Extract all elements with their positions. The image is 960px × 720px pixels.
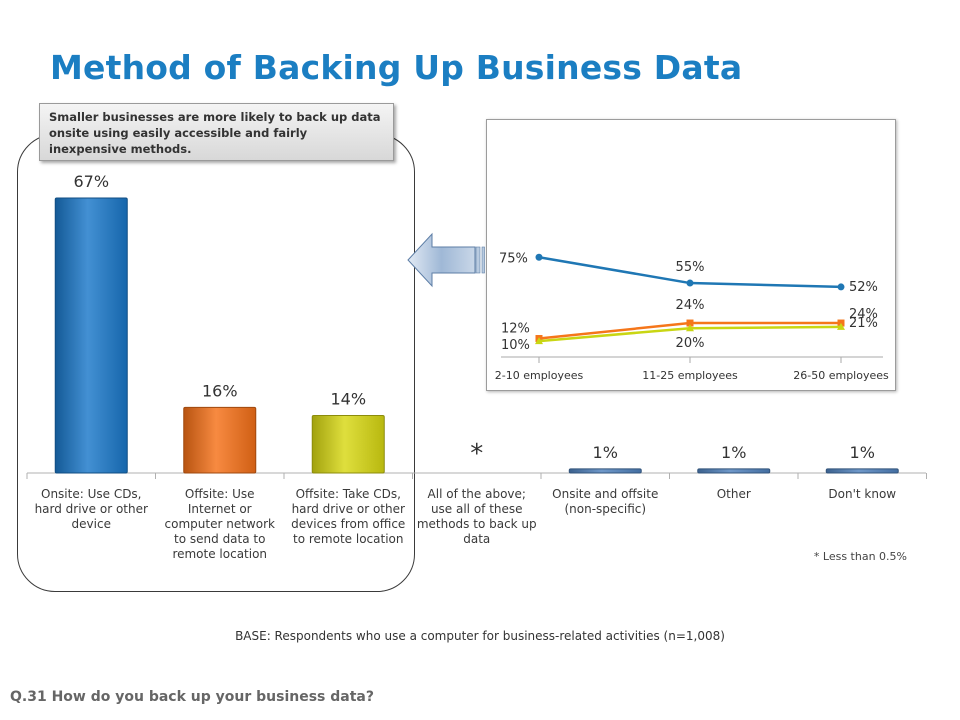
employee-size-line-chart: 2-10 employees 11-25 employees 26-50 emplo… xyxy=(495,251,889,382)
point-value-label: 55% xyxy=(676,260,705,275)
category-label: Don't know xyxy=(828,487,896,501)
data-point xyxy=(686,324,694,332)
bar-value-label: 1% xyxy=(593,443,618,462)
bar xyxy=(183,406,257,474)
point-value-label: 21% xyxy=(849,316,878,331)
category-label: Other xyxy=(717,487,751,501)
category-label: Onsite and offsite (non-specific) xyxy=(552,487,658,516)
point-value-label: 20% xyxy=(676,336,705,351)
bar xyxy=(825,468,899,474)
connector-arrow xyxy=(407,232,485,288)
bar-value-label: 14% xyxy=(330,390,366,409)
survey-question: Q.31 How do you back up your business da… xyxy=(10,689,374,705)
bar-value-label: 1% xyxy=(850,443,875,462)
inset-category-label: 2-10 employees xyxy=(495,369,584,382)
point-value-label: 75% xyxy=(499,251,528,266)
point-value-label: 12% xyxy=(501,322,530,337)
insight-callout: Smaller businesses are more likely to ba… xyxy=(39,103,394,161)
data-point xyxy=(837,283,845,291)
employee-size-inset: 2-10 employees 11-25 employees 26-50 emplo… xyxy=(486,119,896,391)
bar-value-label: * xyxy=(470,439,483,469)
base-note: BASE: Respondents who use a computer for… xyxy=(235,629,725,643)
point-value-label: 24% xyxy=(849,307,878,322)
inset-category-label: 11-25 employees xyxy=(642,369,738,382)
point-value-label: 10% xyxy=(501,338,530,353)
footnote: * Less than 0.5% xyxy=(813,550,907,563)
data-point xyxy=(837,322,845,330)
category-label: All of the above; use all of these methods… xyxy=(417,487,537,546)
bar-value-label: 1% xyxy=(721,443,746,462)
bar xyxy=(568,468,642,474)
data-point xyxy=(535,337,543,345)
bar-value-label: 16% xyxy=(202,381,238,400)
point-value-label: 52% xyxy=(849,280,878,295)
data-point xyxy=(535,253,543,261)
bar-value-label: 67% xyxy=(73,172,109,191)
category-label: Onsite: Use CDs, hard drive or other devic… xyxy=(35,487,148,531)
data-point xyxy=(686,319,694,327)
category-label: Offsite: Use Internet or computer network t… xyxy=(165,487,275,561)
bar xyxy=(311,415,385,474)
inset-category-label: 26-50 employees xyxy=(793,369,889,382)
category-label: Offsite: Take CDs, hard drive or other dev… xyxy=(291,487,405,546)
data-point xyxy=(686,279,694,287)
bar xyxy=(54,197,128,474)
page-title: Method of Backing Up Business Data xyxy=(50,48,743,87)
point-value-label: 24% xyxy=(676,298,705,313)
bar xyxy=(697,468,771,474)
